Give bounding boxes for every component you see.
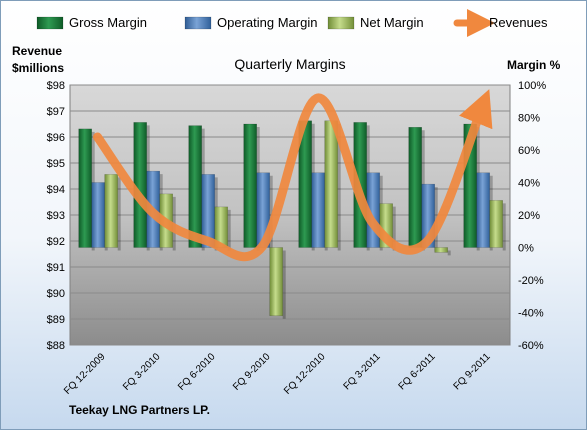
bar-net-margin bbox=[324, 120, 338, 248]
bar-gross-margin bbox=[188, 125, 202, 248]
category-label: FQ 12-2010 bbox=[282, 351, 328, 397]
bar-operating-margin bbox=[476, 172, 490, 248]
bar-shadow bbox=[392, 206, 396, 251]
legend-label: Revenues bbox=[489, 15, 548, 30]
legend-swatch bbox=[184, 16, 212, 30]
company-name: Teekay LNG Partners LP. bbox=[69, 403, 210, 417]
left-axis-title: $millions bbox=[12, 61, 64, 75]
left-tick-label: $90 bbox=[47, 288, 65, 300]
chart-title: Quarterly Margins bbox=[234, 56, 345, 72]
bar-net-margin bbox=[434, 247, 448, 253]
left-tick-label: $96 bbox=[47, 132, 65, 144]
right-tick-label: 0% bbox=[518, 243, 534, 255]
legend-swatch bbox=[327, 16, 355, 30]
category-label: FQ 12-2009 bbox=[62, 351, 108, 397]
right-tick-label: -40% bbox=[518, 308, 544, 320]
legend-label: Gross Margin bbox=[69, 15, 147, 30]
bar-gross-margin bbox=[243, 123, 257, 248]
bar-shadow bbox=[337, 123, 341, 251]
bar-operating-margin bbox=[311, 172, 325, 248]
revenues-line bbox=[93, 89, 493, 262]
right-axis-title: Margin % bbox=[507, 58, 561, 72]
left-tick-label: $98 bbox=[47, 80, 65, 92]
right-tick-label: 40% bbox=[518, 178, 540, 190]
bar-shadow bbox=[502, 203, 506, 251]
right-tick-label: 80% bbox=[518, 113, 540, 125]
bar-net-margin bbox=[489, 200, 503, 248]
right-tick-label: 60% bbox=[518, 145, 540, 157]
category-label: FQ 3-2011 bbox=[342, 351, 383, 392]
bar-gross-margin bbox=[78, 128, 92, 248]
left-tick-label: $91 bbox=[47, 262, 65, 274]
category-label: FQ 9-2011 bbox=[452, 351, 493, 392]
left-tick-label: $97 bbox=[47, 106, 65, 118]
bar-gross-margin bbox=[408, 127, 422, 248]
left-axis-title: Revenue bbox=[12, 44, 62, 58]
bar-net-margin bbox=[104, 174, 118, 248]
bar-operating-margin bbox=[91, 182, 105, 248]
left-tick-label: $89 bbox=[47, 314, 65, 326]
left-tick-label: $95 bbox=[47, 158, 65, 170]
category-label: FQ 6-2010 bbox=[176, 351, 218, 393]
legend-label: Operating Margin bbox=[217, 15, 317, 30]
right-tick-label: -20% bbox=[518, 275, 544, 287]
category-label: FQ 3-2010 bbox=[121, 351, 163, 393]
left-tick-label: $92 bbox=[47, 236, 65, 248]
left-tick-label: $88 bbox=[47, 340, 65, 352]
legend-label: Net Margin bbox=[360, 15, 424, 30]
left-tick-label: $93 bbox=[47, 210, 65, 222]
left-tick-label: $94 bbox=[47, 184, 65, 196]
bar-shadow bbox=[227, 209, 231, 251]
bar-shadow bbox=[117, 177, 121, 251]
right-tick-label: 20% bbox=[518, 210, 540, 222]
legend-swatch bbox=[36, 16, 64, 30]
bar-net-margin bbox=[269, 247, 283, 316]
category-label: FQ 9-2010 bbox=[231, 351, 273, 393]
right-tick-label: -60% bbox=[518, 340, 544, 352]
bar-shadow bbox=[282, 250, 286, 319]
bar-shadow bbox=[269, 175, 273, 251]
right-tick-label: 100% bbox=[518, 80, 546, 92]
bar-shadow bbox=[447, 250, 451, 256]
category-label: FQ 6-2011 bbox=[397, 351, 438, 392]
